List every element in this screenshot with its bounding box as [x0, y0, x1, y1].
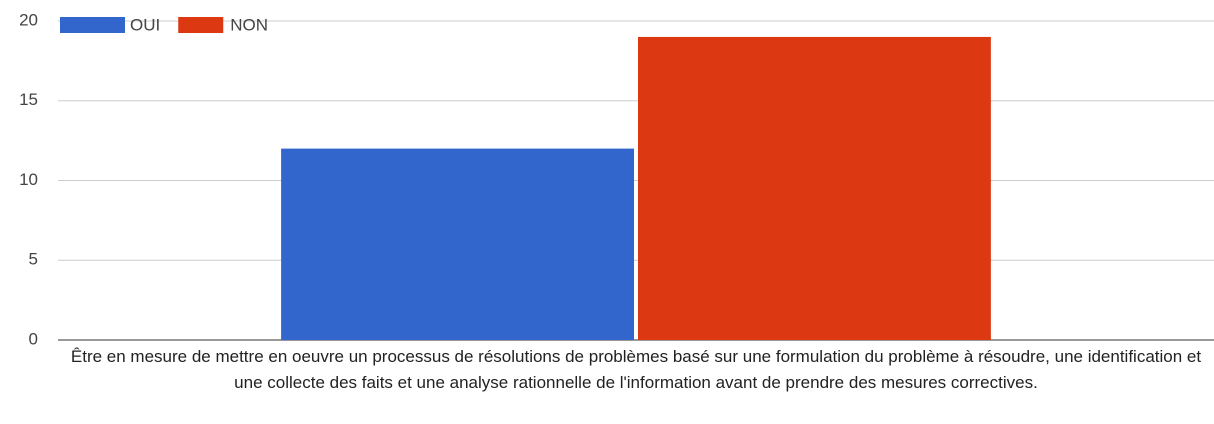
y-tick-label: 20 [19, 10, 38, 29]
legend-swatch [178, 17, 224, 33]
legend-swatch [60, 17, 125, 33]
y-tick-label: 0 [29, 329, 38, 348]
x-tick-label: Être en mesure de mettre en oeuvre un pr… [70, 347, 1202, 392]
y-tick-label: 15 [19, 90, 38, 109]
bar [638, 36, 991, 340]
legend-label: OUI [130, 15, 160, 34]
legend-label: NON [230, 15, 268, 34]
bar [281, 148, 634, 340]
y-tick-label: 10 [19, 170, 38, 189]
y-tick-label: 5 [29, 250, 38, 269]
